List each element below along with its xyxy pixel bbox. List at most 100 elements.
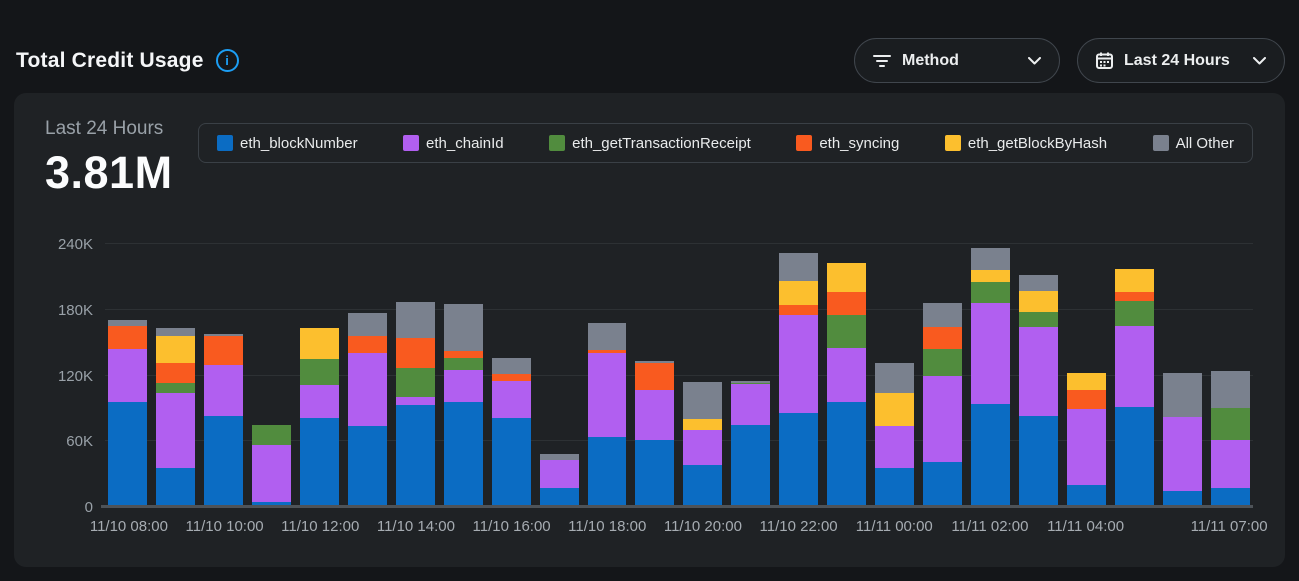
bar-segment-eth_syncing[interactable] <box>587 350 627 353</box>
bar-11-10-19-00[interactable] <box>635 244 675 507</box>
bar-11-11-02-00[interactable] <box>971 244 1011 507</box>
bar-segment-eth_getTransactionReceipt[interactable] <box>1115 301 1154 327</box>
bar-segment-eth_blockNumber[interactable] <box>155 467 195 507</box>
bar-segment-eth_chainId[interactable] <box>587 352 627 437</box>
bar-11-10-08-00[interactable] <box>108 244 147 507</box>
bar-segment-All-Other[interactable] <box>1019 274 1059 292</box>
method-filter-button[interactable]: Method <box>854 38 1060 83</box>
bar-segment-eth_blockNumber[interactable] <box>971 404 1011 507</box>
bar-segment-eth_blockNumber[interactable] <box>1115 407 1154 507</box>
bar-11-10-20-00[interactable] <box>683 244 723 507</box>
bar-11-10-16-00[interactable] <box>491 244 531 507</box>
bar-segment-eth_chainId[interactable] <box>971 303 1011 404</box>
bar-11-11-06-00[interactable] <box>1162 244 1202 507</box>
bar-segment-eth_blockNumber[interactable] <box>203 416 243 507</box>
bar-segment-eth_getTransactionReceipt[interactable] <box>971 282 1011 304</box>
bar-segment-eth_blockNumber[interactable] <box>683 465 723 507</box>
bar-segment-eth_syncing[interactable] <box>827 292 867 316</box>
bar-segment-eth_chainId[interactable] <box>923 375 963 463</box>
bar-11-10-12-00[interactable] <box>299 244 339 507</box>
bar-segment-eth_blockNumber[interactable] <box>731 424 771 507</box>
legend-item-eth_getTransactionReceipt[interactable]: eth_getTransactionReceipt <box>549 135 751 152</box>
bar-segment-eth_blockNumber[interactable] <box>1019 416 1059 507</box>
legend-item-eth_getBlockByHash[interactable]: eth_getBlockByHash <box>944 135 1107 152</box>
bar-segment-eth_blockNumber[interactable] <box>443 401 483 507</box>
bar-segment-All-Other[interactable] <box>155 328 195 337</box>
bar-segment-eth_chainId[interactable] <box>635 389 675 441</box>
bar-11-10-13-00[interactable] <box>347 244 387 507</box>
bar-segment-eth_chainId[interactable] <box>203 364 243 417</box>
bar-11-10-14-00[interactable] <box>395 244 435 507</box>
bar-segment-eth_syncing[interactable] <box>923 327 963 350</box>
bar-11-10-17-00[interactable] <box>539 244 579 507</box>
bar-11-11-05-00[interactable] <box>1115 244 1154 507</box>
bar-segment-eth_chainId[interactable] <box>731 384 771 425</box>
bar-segment-eth_blockNumber[interactable] <box>1162 490 1202 507</box>
bar-segment-eth_getBlockByHash[interactable] <box>875 393 915 426</box>
bar-segment-All-Other[interactable] <box>395 302 435 339</box>
bar-segment-eth_chainId[interactable] <box>1115 326 1154 408</box>
bar-segment-eth_getBlockByHash[interactable] <box>155 336 195 364</box>
bar-11-10-15-00[interactable] <box>443 244 483 507</box>
info-icon[interactable]: i <box>215 49 239 72</box>
bar-segment-eth_syncing[interactable] <box>347 336 387 353</box>
bar-11-10-21-00[interactable] <box>731 244 771 507</box>
bar-segment-eth_chainId[interactable] <box>1210 440 1250 489</box>
bar-11-10-09-00[interactable] <box>155 244 195 507</box>
bar-segment-All-Other[interactable] <box>539 454 579 460</box>
bar-segment-eth_getBlockByHash[interactable] <box>1115 269 1154 293</box>
bar-segment-eth_getTransactionReceipt[interactable] <box>443 358 483 371</box>
bar-11-10-18-00[interactable] <box>587 244 627 507</box>
bar-segment-eth_blockNumber[interactable] <box>108 401 147 507</box>
bar-segment-eth_getTransactionReceipt[interactable] <box>251 424 291 445</box>
bar-segment-eth_chainId[interactable] <box>1019 327 1059 417</box>
bar-segment-eth_blockNumber[interactable] <box>827 401 867 507</box>
bar-segment-eth_blockNumber[interactable] <box>923 462 963 507</box>
bar-11-11-01-00[interactable] <box>923 244 963 507</box>
bar-segment-eth_blockNumber[interactable] <box>491 418 531 507</box>
bar-segment-All-Other[interactable] <box>875 363 915 394</box>
bar-segment-eth_chainId[interactable] <box>539 459 579 489</box>
bar-segment-eth_chainId[interactable] <box>827 348 867 402</box>
bar-11-10-23-00[interactable] <box>827 244 867 507</box>
bar-segment-eth_blockNumber[interactable] <box>1067 485 1107 507</box>
bar-segment-eth_syncing[interactable] <box>779 305 819 316</box>
bar-segment-eth_getTransactionReceipt[interactable] <box>395 367 435 398</box>
bar-11-11-04-00[interactable] <box>1067 244 1107 507</box>
bar-segment-eth_blockNumber[interactable] <box>1210 488 1250 507</box>
bar-segment-eth_syncing[interactable] <box>1115 292 1154 301</box>
bar-segment-eth_getBlockByHash[interactable] <box>683 419 723 431</box>
bar-segment-eth_getBlockByHash[interactable] <box>299 328 339 360</box>
bar-segment-eth_blockNumber[interactable] <box>251 501 291 507</box>
bar-segment-eth_syncing[interactable] <box>108 326 147 350</box>
bar-segment-eth_blockNumber[interactable] <box>875 467 915 507</box>
bar-segment-eth_syncing[interactable] <box>155 363 195 384</box>
bar-segment-eth_blockNumber[interactable] <box>539 488 579 507</box>
bar-segment-eth_getTransactionReceipt[interactable] <box>1210 408 1250 441</box>
bar-segment-eth_blockNumber[interactable] <box>299 418 339 507</box>
bar-segment-eth_syncing[interactable] <box>491 374 531 381</box>
bar-segment-eth_blockNumber[interactable] <box>779 412 819 507</box>
bar-segment-All-Other[interactable] <box>635 361 675 364</box>
bar-segment-All-Other[interactable] <box>347 313 387 337</box>
bar-segment-eth_getBlockByHash[interactable] <box>827 262 867 293</box>
legend-item-eth_blockNumber[interactable]: eth_blockNumber <box>217 135 358 152</box>
bar-11-11-03-00[interactable] <box>1019 244 1059 507</box>
time-range-button[interactable]: Last 24 Hours <box>1077 38 1285 83</box>
bar-segment-All-Other[interactable] <box>203 333 243 337</box>
bar-segment-All-Other[interactable] <box>731 381 771 383</box>
bar-segment-eth_chainId[interactable] <box>443 370 483 402</box>
bar-segment-All-Other[interactable] <box>1162 373 1202 418</box>
bar-segment-All-Other[interactable] <box>108 319 147 327</box>
bar-segment-eth_getTransactionReceipt[interactable] <box>299 359 339 386</box>
bar-segment-eth_blockNumber[interactable] <box>635 440 675 507</box>
bar-segment-eth_chainId[interactable] <box>1162 417 1202 491</box>
bar-segment-All-Other[interactable] <box>971 248 1011 271</box>
bar-segment-eth_blockNumber[interactable] <box>395 405 435 507</box>
bar-segment-eth_syncing[interactable] <box>203 336 243 365</box>
bar-segment-All-Other[interactable] <box>779 252 819 282</box>
bar-segment-eth_getTransactionReceipt[interactable] <box>827 315 867 349</box>
bar-11-11-00-00[interactable] <box>875 244 915 507</box>
bar-segment-eth_chainId[interactable] <box>108 349 147 402</box>
bar-segment-eth_getBlockByHash[interactable] <box>1067 373 1107 390</box>
